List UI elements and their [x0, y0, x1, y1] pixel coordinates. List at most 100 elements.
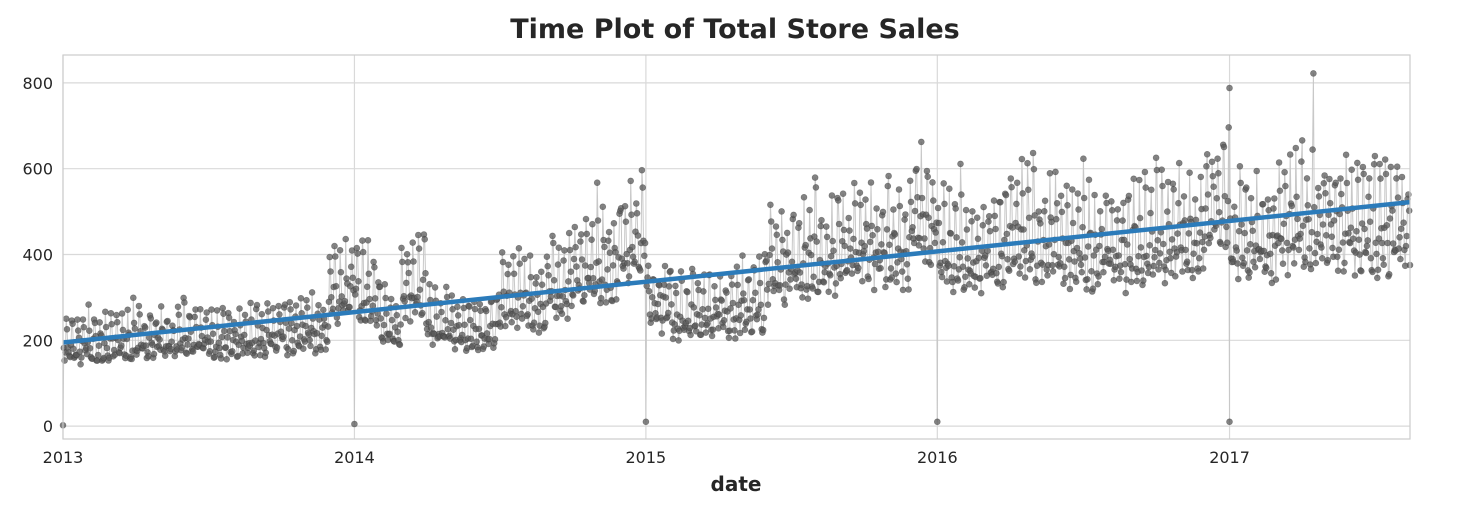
- data-point: [547, 293, 555, 300]
- data-point: [217, 355, 225, 362]
- data-point: [1050, 250, 1058, 258]
- data-point: [1083, 286, 1090, 293]
- data-point: [284, 351, 291, 359]
- data-point: [961, 283, 968, 291]
- data-point: [359, 248, 367, 256]
- data-point: [1400, 219, 1407, 226]
- data-point: [571, 223, 579, 231]
- data-point: [774, 258, 781, 266]
- data-point: [1362, 249, 1370, 257]
- data-point: [857, 201, 865, 209]
- data-point: [1338, 190, 1345, 198]
- data-point: [418, 309, 426, 317]
- data-point: [1169, 180, 1177, 188]
- data-point: [822, 223, 830, 230]
- data-point: [979, 222, 987, 229]
- data-point: [997, 199, 1004, 206]
- data-point: [1314, 184, 1322, 192]
- data-point: [1135, 252, 1142, 260]
- data-point: [130, 319, 138, 327]
- data-point: [85, 301, 92, 308]
- data-point: [1384, 239, 1391, 247]
- data-point: [1061, 274, 1069, 282]
- data-point: [1383, 222, 1391, 229]
- data-point: [1096, 208, 1104, 215]
- data-point: [898, 268, 906, 275]
- data-point: [327, 293, 335, 301]
- data-point: [1247, 241, 1254, 248]
- data-point: [877, 264, 884, 272]
- data-point: [1379, 254, 1387, 262]
- data-point: [1217, 240, 1225, 247]
- data-point: [1293, 193, 1300, 201]
- data-point: [128, 355, 135, 363]
- data-point: [837, 274, 845, 282]
- data-point: [264, 308, 272, 315]
- data-point: [903, 260, 911, 268]
- data-point: [329, 305, 337, 313]
- data-point: [527, 273, 535, 281]
- data-point: [609, 262, 617, 269]
- data-point: [1152, 246, 1159, 254]
- data-point: [927, 261, 935, 269]
- data-point: [728, 281, 736, 288]
- data-point: [114, 318, 121, 326]
- data-point: [1026, 265, 1034, 273]
- data-point: [1309, 146, 1316, 153]
- data-point: [925, 214, 932, 221]
- data-point: [1013, 200, 1020, 208]
- data-point: [622, 218, 630, 225]
- data-point: [1397, 255, 1404, 263]
- data-point: [959, 263, 967, 271]
- data-point: [275, 302, 282, 310]
- data-point: [831, 292, 839, 300]
- data-point: [888, 274, 896, 281]
- data-point: [767, 201, 774, 209]
- data-point: [1297, 230, 1304, 238]
- data-point: [884, 182, 892, 190]
- data-point: [964, 255, 972, 262]
- data-point: [419, 276, 427, 284]
- x-tick-label: 2015: [626, 448, 667, 467]
- data-point: [1200, 246, 1208, 254]
- data-point: [1278, 247, 1286, 254]
- data-point: [1164, 208, 1171, 215]
- data-point: [1284, 271, 1292, 279]
- data-point: [516, 260, 524, 268]
- data-point: [342, 235, 350, 243]
- data-point: [1346, 239, 1354, 247]
- data-point: [1096, 242, 1103, 250]
- data-point: [594, 217, 602, 224]
- data-point: [454, 312, 462, 319]
- data-point: [1013, 179, 1021, 187]
- data-point: [174, 303, 182, 311]
- data-point: [1341, 259, 1348, 267]
- data-point: [1306, 245, 1313, 252]
- data-point: [382, 294, 389, 302]
- data-point: [1312, 259, 1320, 267]
- data-point: [661, 262, 669, 270]
- grid: [62, 55, 1410, 439]
- data-point: [1359, 163, 1367, 171]
- data-point: [867, 179, 875, 186]
- data-point: [78, 354, 85, 361]
- data-point: [1308, 228, 1316, 236]
- data-point: [86, 327, 93, 335]
- data-point: [102, 323, 110, 331]
- data-point: [1188, 266, 1196, 274]
- data-point: [175, 311, 183, 319]
- data-point: [610, 220, 618, 227]
- data-point: [377, 315, 385, 322]
- data-point: [96, 319, 103, 326]
- data-point: [1251, 263, 1259, 271]
- data-point: [1354, 176, 1362, 184]
- data-point: [404, 258, 412, 266]
- data-point: [768, 245, 776, 252]
- data-point: [763, 257, 770, 264]
- data-point: [184, 341, 191, 348]
- data-point: [711, 282, 718, 290]
- data-point: [736, 329, 744, 337]
- data-point: [1155, 266, 1162, 273]
- data-point: [308, 289, 316, 296]
- chart-title: Time Plot of Total Store Sales: [510, 14, 960, 45]
